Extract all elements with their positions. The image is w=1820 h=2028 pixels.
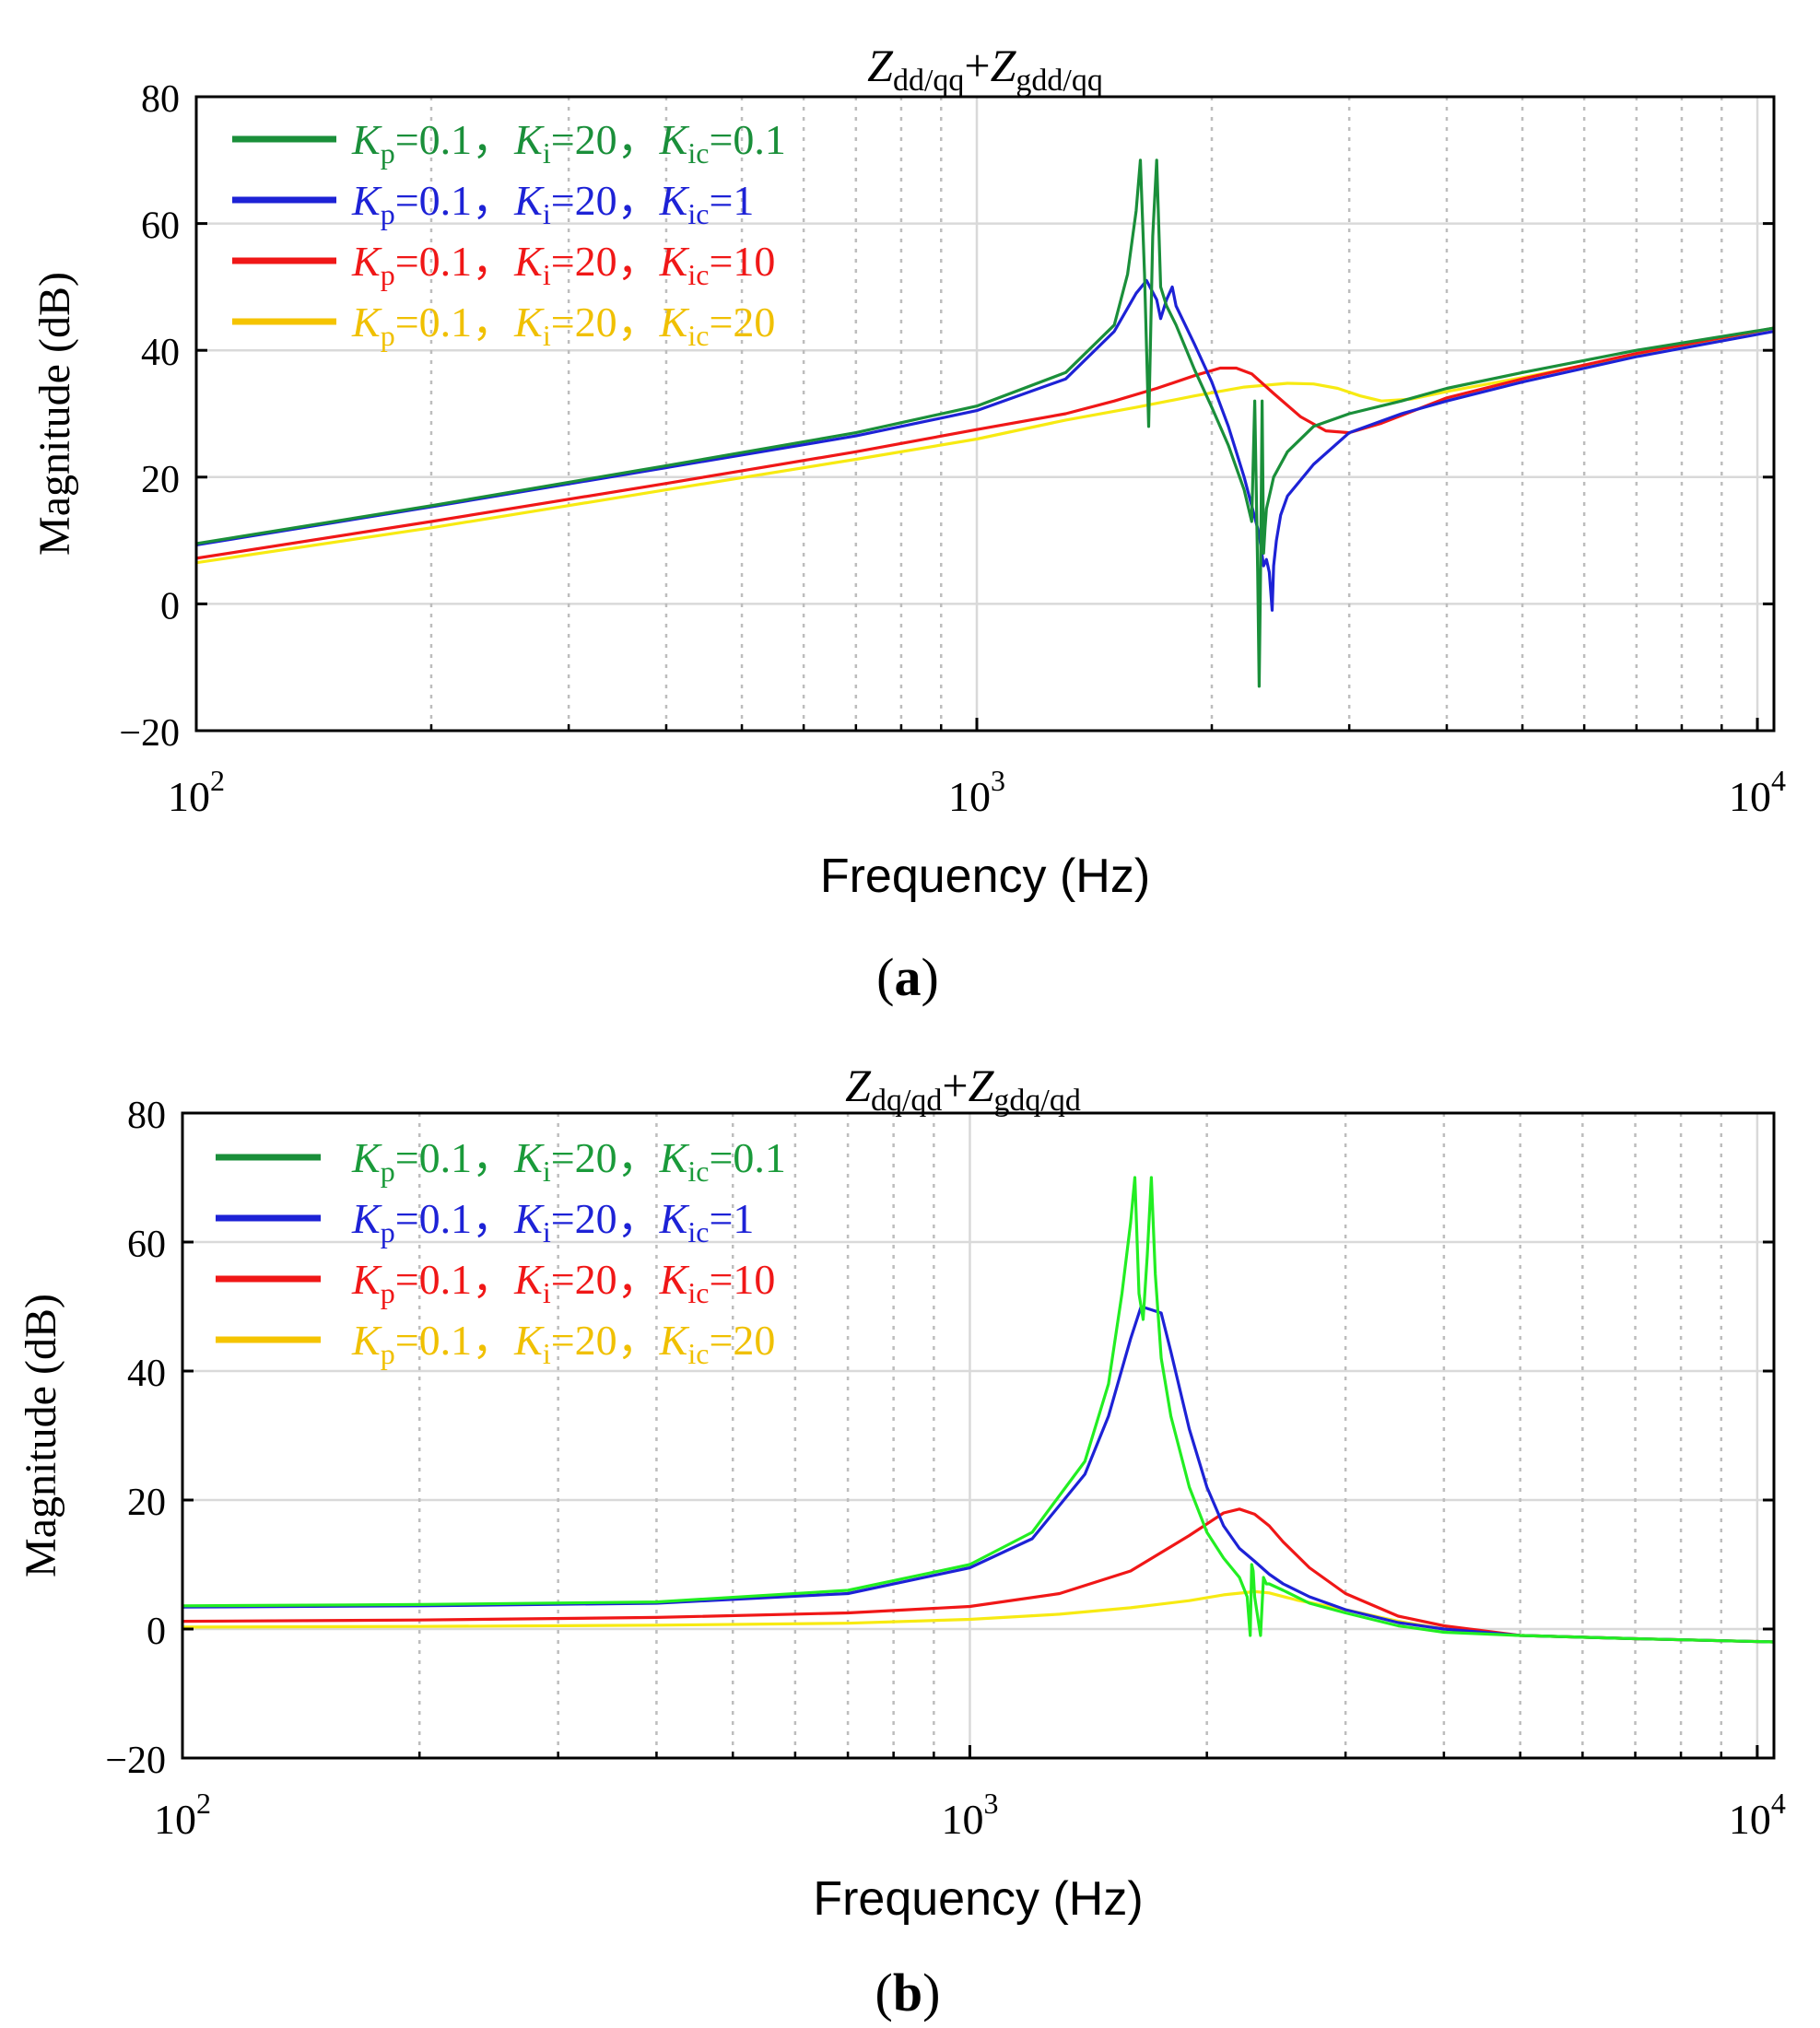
series-lines	[182, 1176, 1774, 1644]
y-tick-label: 40	[127, 1353, 166, 1395]
x-tick-label: 102	[168, 764, 225, 820]
legend-item: Kp=0.1，Ki=20，Kic=0.1	[232, 116, 786, 170]
series-line-2	[182, 1305, 1774, 1644]
y-axis-label: Magnitude (dB)	[30, 272, 79, 556]
legend-item: Kp=0.1，Ki=20，Kic=20	[232, 299, 775, 352]
legend-label: Kp=0.1，Ki=20，Kic=20	[351, 299, 775, 352]
y-tick-label: −20	[119, 712, 180, 755]
legend-item: Kp=0.1，Ki=20，Kic=1	[232, 177, 754, 230]
series-line-3	[182, 1507, 1774, 1644]
panel-label: (b)	[875, 1963, 941, 2022]
legend-item: Kp=0.1，Ki=20，Kic=0.1	[216, 1134, 786, 1188]
y-tick-label: 60	[127, 1224, 166, 1266]
x-tick-label: 103	[941, 1787, 998, 1843]
x-tick-label: 104	[1729, 764, 1786, 820]
series-line-1	[196, 158, 1774, 688]
chart-panel-a: −20 0 20 40 60 80 102 103 104 Zdd/qq+Zgdd/qq Frequ…	[30, 40, 1786, 1007]
plot-frame	[181, 1111, 1776, 1760]
series-line-2	[196, 278, 1774, 612]
legend: Kp=0.1，Ki=20，Kic=0.1 Kp=0.1，Ki=20，Kic=1 Kp…	[232, 116, 786, 352]
legend: Kp=0.1，Ki=20，Kic=0.1 Kp=0.1，Ki=20，Kic=1 Kp…	[216, 1134, 786, 1370]
legend-label: Kp=0.1，Ki=20，Kic=20	[351, 1317, 775, 1370]
grid	[182, 1113, 1774, 1758]
legend-label: Kp=0.1，Ki=20，Kic=1	[351, 1195, 754, 1248]
legend-label: Kp=0.1，Ki=20，Kic=10	[351, 238, 775, 291]
legend-item: Kp=0.1，Ki=20，Kic=1	[216, 1195, 754, 1248]
series-line-4	[196, 326, 1774, 565]
legend-label: Kp=0.1，Ki=20，Kic=10	[351, 1256, 775, 1309]
x-tick-label: 104	[1729, 1787, 1786, 1843]
chart-panel-b: −20 0 20 40 60 80 102 103 104 Zdq/qd+Zgdq/qd Frequ…	[17, 1060, 1786, 2022]
y-tick-label: 60	[141, 205, 180, 248]
y-tick-label: −20	[105, 1740, 166, 1782]
legend-label: Kp=0.1，Ki=20，Kic=1	[351, 177, 754, 230]
series-line-4	[182, 1589, 1774, 1644]
chart-title: Zdd/qq+Zgdd/qq	[867, 40, 1103, 98]
chart-title: Zdq/qd+Zgdq/qd	[845, 1060, 1081, 1118]
legend-item: Kp=0.1，Ki=20，Kic=10	[232, 238, 775, 291]
y-axis-label: Magnitude (dB)	[17, 1294, 65, 1577]
x-tick-label: 103	[948, 764, 1005, 820]
series-lines	[196, 158, 1774, 688]
panel-label: (a)	[876, 947, 939, 1007]
y-tick-label: 0	[160, 585, 180, 627]
x-axis-label: Frequency (Hz)	[813, 1872, 1143, 1926]
y-tick-label: 40	[141, 332, 180, 374]
legend-label: Kp=0.1，Ki=20，Kic=0.1	[351, 116, 786, 170]
legend-label: Kp=0.1，Ki=20，Kic=0.1	[351, 1134, 786, 1188]
y-tick-label: 80	[127, 1095, 166, 1137]
x-tick-label: 102	[154, 1787, 211, 1843]
series-line-1	[182, 1176, 1774, 1644]
y-tick-label: 20	[127, 1482, 166, 1524]
series-line-3	[196, 326, 1774, 560]
y-tick-label: 20	[141, 459, 180, 501]
x-axis-label: Frequency (Hz)	[820, 850, 1150, 903]
legend-item: Kp=0.1，Ki=20，Kic=20	[216, 1317, 775, 1370]
y-tick-label: 80	[141, 78, 180, 121]
y-tick-label: 0	[147, 1611, 166, 1653]
plot-frame	[194, 95, 1776, 733]
legend-item: Kp=0.1，Ki=20，Kic=10	[216, 1256, 775, 1309]
